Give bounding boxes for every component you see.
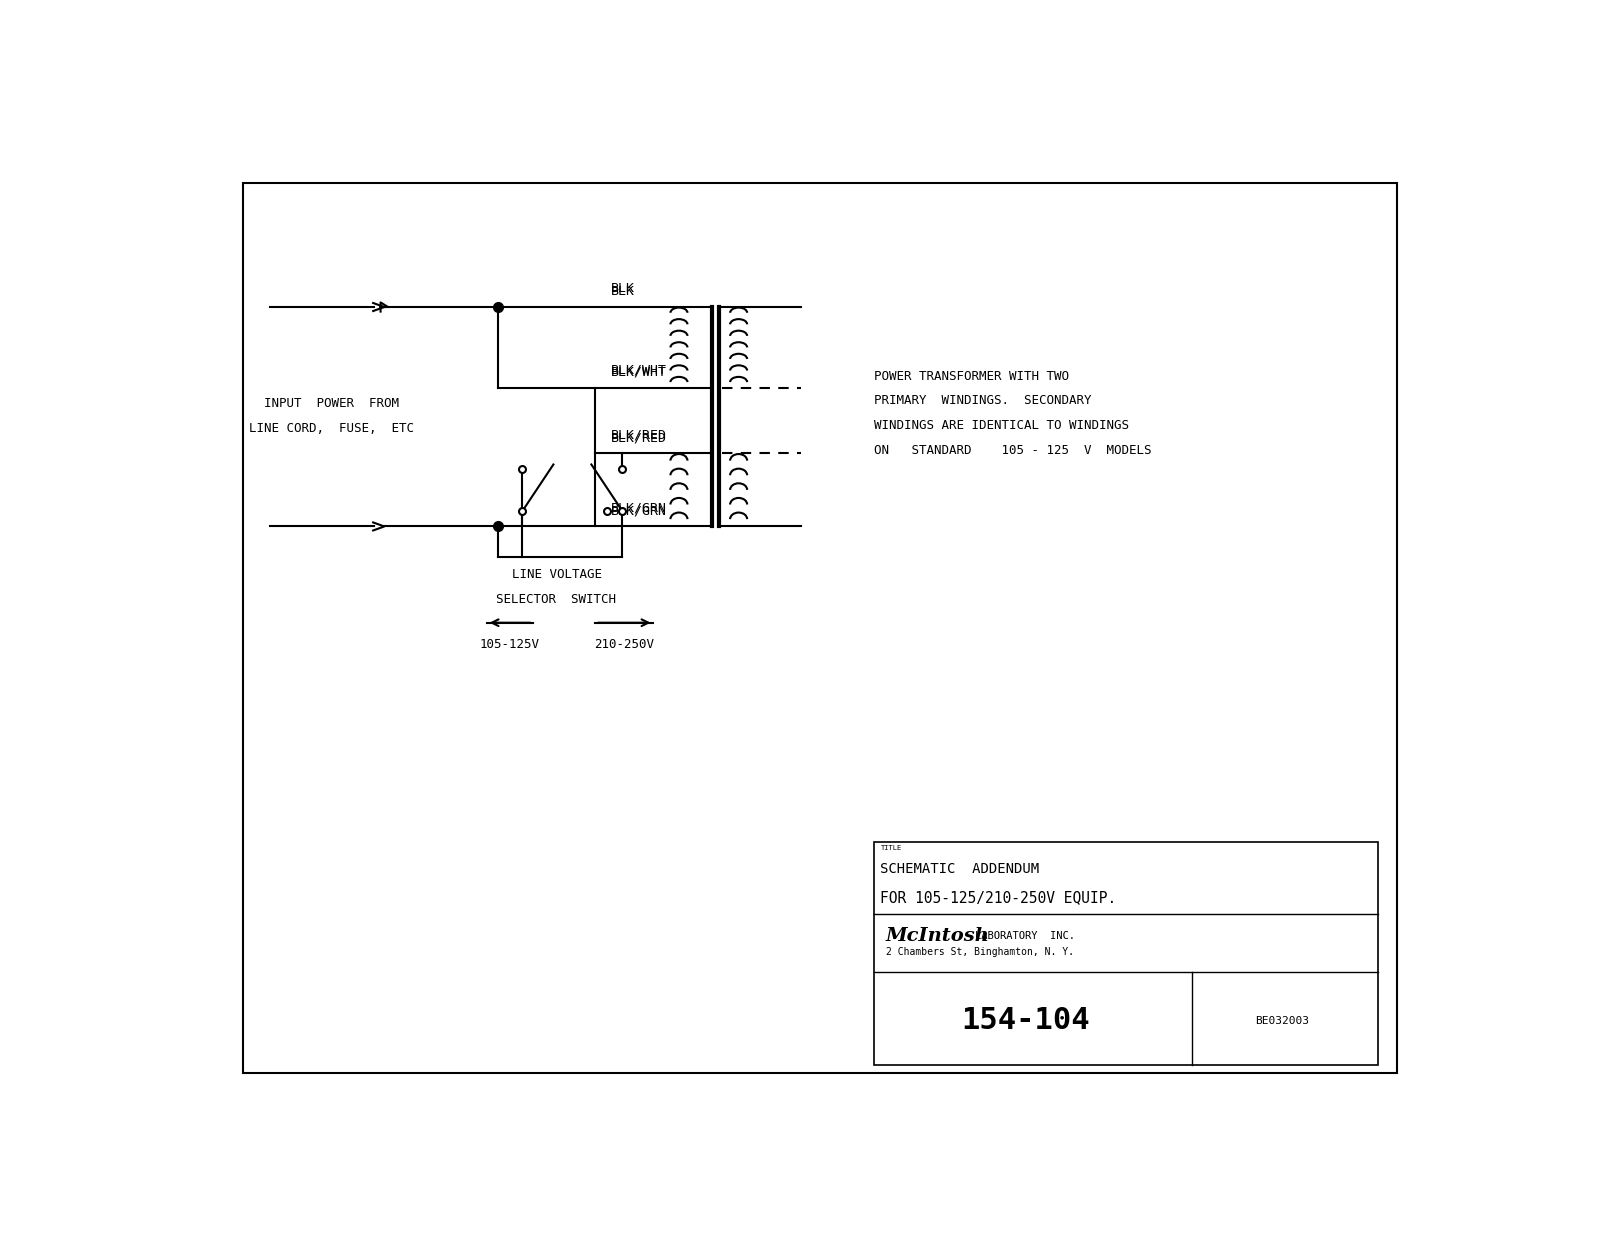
- Bar: [874, 843, 1378, 1065]
- Text: PRIMARY  WINDINGS.  SECONDARY: PRIMARY WINDINGS. SECONDARY: [874, 394, 1091, 408]
- Text: 210-250V: 210-250V: [594, 638, 654, 651]
- Text: McIntosh: McIntosh: [886, 927, 990, 946]
- Text: LINE CORD,  FUSE,  ETC: LINE CORD, FUSE, ETC: [250, 421, 414, 435]
- Text: TITLE: TITLE: [880, 845, 902, 851]
- Text: BLK: BLK: [611, 285, 635, 298]
- Text: LINE VOLTAGE: LINE VOLTAGE: [512, 568, 602, 580]
- Text: FOR 105-125/210-250V EQUIP.: FOR 105-125/210-250V EQUIP.: [880, 890, 1117, 905]
- Text: SCHEMATIC  ADDENDUM: SCHEMATIC ADDENDUM: [880, 861, 1040, 876]
- Text: 105-125V: 105-125V: [480, 638, 541, 651]
- Text: BLK/RED: BLK/RED: [611, 429, 667, 441]
- Text: POWER TRANSFORMER WITH TWO: POWER TRANSFORMER WITH TWO: [874, 370, 1069, 383]
- Text: SELECTOR  SWITCH: SELECTOR SWITCH: [496, 593, 616, 605]
- Text: BLK/GRN: BLK/GRN: [611, 502, 667, 515]
- Text: BE032003: BE032003: [1256, 1016, 1309, 1025]
- Text: BLK/WHT: BLK/WHT: [611, 363, 667, 377]
- Text: LABORATORY  INC.: LABORATORY INC.: [974, 931, 1075, 941]
- Text: 154-104: 154-104: [962, 1007, 1090, 1035]
- Text: ON   STANDARD    105 - 125  V  MODELS: ON STANDARD 105 - 125 V MODELS: [874, 444, 1152, 456]
- Text: INPUT  POWER  FROM: INPUT POWER FROM: [264, 397, 400, 410]
- Text: 2 Chambers St, Binghamton, N. Y.: 2 Chambers St, Binghamton, N. Y.: [886, 947, 1074, 957]
- Text: BLK/GRN: BLK/GRN: [611, 505, 667, 517]
- Text: BLK/RED: BLK/RED: [611, 431, 667, 444]
- Text: BLK/WHT: BLK/WHT: [611, 365, 667, 379]
- Text: BLK: BLK: [611, 282, 635, 296]
- Text: WINDINGS ARE IDENTICAL TO WINDINGS: WINDINGS ARE IDENTICAL TO WINDINGS: [874, 419, 1130, 433]
